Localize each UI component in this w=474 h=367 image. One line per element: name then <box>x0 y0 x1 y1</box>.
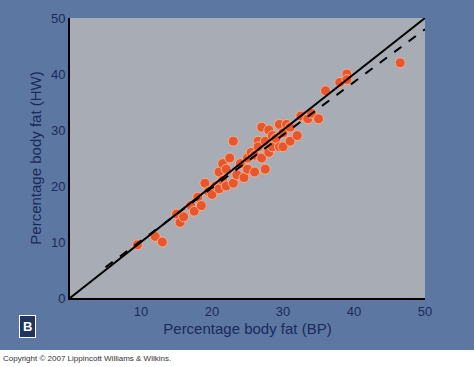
html-text:Copyright © 2007 Lippincott Wi: Copyright © 2007 Lippincott Williams & W… <box>3 354 172 363</box>
svg-text:20: 20 <box>205 304 219 319</box>
svg-text:10: 10 <box>134 304 148 319</box>
svg-text:Percentage body fat (BP): Percentage body fat (BP) <box>163 320 331 337</box>
svg-text:30: 30 <box>51 123 65 138</box>
svg-text:10: 10 <box>51 235 65 250</box>
svg-text:50: 50 <box>418 304 432 319</box>
svg-text:40: 40 <box>347 304 361 319</box>
svg-text:40: 40 <box>51 67 65 82</box>
svg-text:Percentage body fat (HW): Percentage body fat (HW) <box>27 71 44 244</box>
svg-text:B: B <box>23 319 32 334</box>
svg-text:20: 20 <box>51 179 65 194</box>
svg-text:0: 0 <box>58 291 65 306</box>
svg-text:50: 50 <box>51 11 65 26</box>
svg-text:30: 30 <box>276 304 290 319</box>
